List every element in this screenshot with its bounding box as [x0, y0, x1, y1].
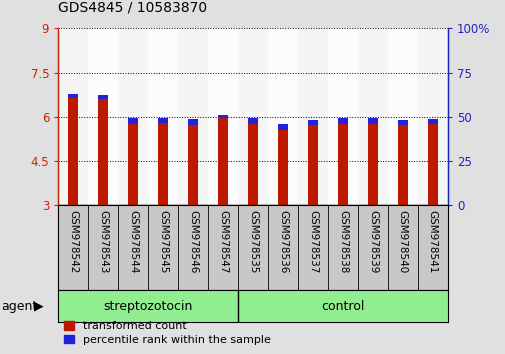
- Bar: [68, 94, 78, 98]
- Bar: [247, 124, 258, 205]
- Bar: [88, 28, 118, 205]
- Bar: [337, 118, 347, 124]
- Legend: transformed count, percentile rank within the sample: transformed count, percentile rank withi…: [64, 321, 270, 345]
- Bar: [58, 28, 88, 205]
- Bar: [337, 124, 347, 205]
- Bar: [367, 118, 377, 124]
- Text: GSM978538: GSM978538: [337, 210, 347, 273]
- Text: agent: agent: [1, 300, 37, 313]
- Bar: [367, 124, 377, 205]
- Bar: [327, 28, 357, 205]
- Text: streptozotocin: streptozotocin: [103, 300, 192, 313]
- Bar: [307, 125, 318, 205]
- Bar: [97, 99, 108, 205]
- Bar: [148, 28, 178, 205]
- Text: GSM978542: GSM978542: [68, 210, 78, 273]
- Bar: [217, 118, 228, 205]
- Bar: [268, 28, 297, 205]
- Bar: [397, 120, 408, 125]
- Bar: [158, 123, 168, 205]
- Bar: [277, 124, 288, 130]
- Bar: [178, 28, 208, 205]
- Text: GDS4845 / 10583870: GDS4845 / 10583870: [58, 0, 207, 14]
- Text: control: control: [321, 300, 364, 313]
- Bar: [357, 28, 387, 205]
- Bar: [128, 118, 138, 124]
- Bar: [68, 98, 78, 205]
- Bar: [208, 28, 237, 205]
- Text: GSM978535: GSM978535: [247, 210, 258, 273]
- Bar: [427, 124, 437, 205]
- Bar: [387, 28, 417, 205]
- Bar: [417, 28, 447, 205]
- Text: ▶: ▶: [34, 300, 44, 313]
- Bar: [237, 28, 268, 205]
- Bar: [97, 95, 108, 99]
- Bar: [247, 118, 258, 124]
- Text: GSM978547: GSM978547: [218, 210, 228, 273]
- Text: GSM978536: GSM978536: [277, 210, 287, 273]
- Bar: [297, 28, 327, 205]
- Bar: [277, 130, 288, 205]
- Text: GSM978546: GSM978546: [188, 210, 197, 273]
- Bar: [397, 125, 408, 205]
- Bar: [128, 124, 138, 205]
- Bar: [158, 118, 168, 123]
- Bar: [187, 119, 198, 125]
- Bar: [427, 120, 437, 124]
- Text: GSM978544: GSM978544: [128, 210, 138, 273]
- Bar: [187, 125, 198, 205]
- Text: GSM978545: GSM978545: [158, 210, 168, 273]
- Bar: [217, 115, 228, 118]
- Text: GSM978543: GSM978543: [98, 210, 108, 273]
- Bar: [307, 120, 318, 125]
- Text: GSM978539: GSM978539: [367, 210, 377, 273]
- Text: GSM978537: GSM978537: [308, 210, 317, 273]
- Text: GSM978540: GSM978540: [397, 210, 407, 273]
- Text: GSM978541: GSM978541: [427, 210, 437, 273]
- Bar: [118, 28, 148, 205]
